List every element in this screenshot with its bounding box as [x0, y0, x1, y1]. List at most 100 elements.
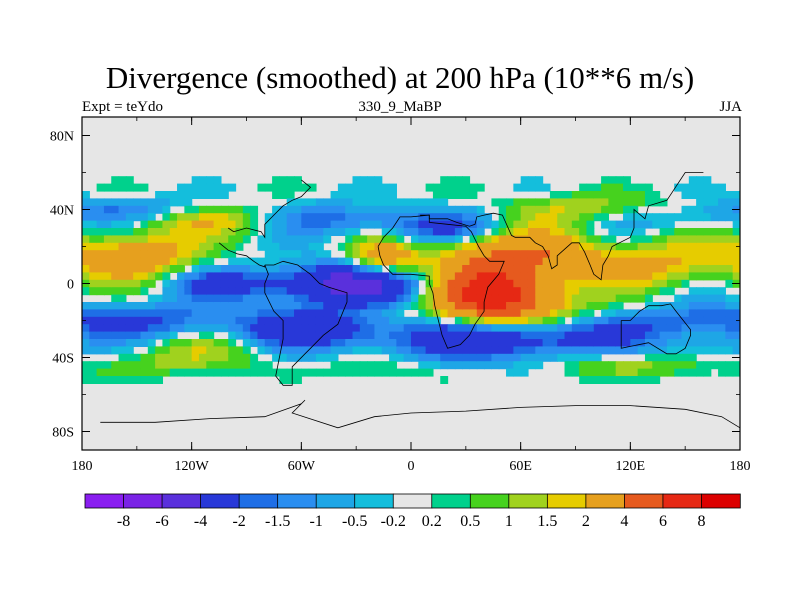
field-cell	[198, 316, 207, 325]
field-cell	[147, 353, 156, 362]
field-cell	[294, 257, 302, 266]
field-cell	[718, 294, 726, 303]
field-cell	[652, 339, 661, 347]
field-cell	[527, 324, 536, 333]
field-cell	[666, 316, 675, 325]
field-cell	[601, 302, 609, 310]
field-cell	[272, 339, 280, 347]
field-cell	[491, 250, 500, 259]
field-cell	[330, 316, 339, 325]
field-cell	[330, 220, 339, 229]
field-cell	[462, 331, 471, 340]
field-cell	[103, 272, 112, 281]
field-cell	[294, 376, 302, 384]
field-cell	[140, 324, 149, 333]
field-cell	[82, 324, 90, 333]
field-cell	[330, 205, 339, 214]
field-cell	[513, 220, 522, 229]
field-cell	[301, 265, 310, 273]
field-cell	[198, 235, 207, 244]
field-cell	[579, 265, 588, 273]
field-cell	[732, 213, 740, 222]
field-cell	[484, 213, 493, 222]
field-cell	[513, 265, 522, 273]
field-cell	[118, 309, 127, 318]
field-cell	[381, 346, 390, 355]
field-cell	[389, 257, 397, 266]
field-cell	[213, 346, 222, 355]
field-cell	[264, 265, 273, 273]
field-cell	[703, 302, 712, 310]
field-cell	[637, 265, 646, 273]
field-cell	[155, 331, 164, 340]
field-cell	[513, 198, 522, 207]
field-cell	[82, 331, 90, 340]
field-cell	[272, 235, 280, 244]
field-cell	[564, 220, 573, 229]
y-tick-label: 0	[67, 278, 74, 293]
field-cell	[637, 257, 646, 266]
field-cell	[118, 316, 127, 325]
field-cell	[579, 302, 588, 310]
field-cell	[411, 302, 419, 310]
field-cell	[89, 361, 98, 370]
field-cell	[96, 361, 105, 370]
field-cell	[586, 191, 595, 199]
field-cell	[564, 205, 573, 214]
field-cell	[82, 198, 90, 207]
field-cell	[615, 346, 624, 355]
field-cell	[703, 242, 712, 251]
field-cell	[440, 176, 449, 185]
field-cell	[352, 287, 361, 296]
field-cell	[242, 346, 251, 355]
field-cell	[198, 294, 207, 303]
field-cell	[155, 324, 164, 333]
field-cell	[330, 294, 339, 303]
field-cell	[601, 250, 609, 259]
field-cell	[674, 257, 683, 266]
field-cell	[484, 250, 493, 259]
field-cell	[615, 205, 624, 214]
field-cell	[308, 346, 317, 355]
field-cell	[381, 309, 390, 318]
field-cell	[462, 294, 471, 303]
field-cell	[469, 265, 478, 273]
field-cell	[527, 287, 536, 296]
field-cell	[710, 198, 719, 207]
field-cell	[681, 361, 690, 370]
field-cell	[191, 257, 200, 266]
field-cell	[542, 250, 551, 259]
field-cell	[315, 235, 324, 244]
field-cell	[337, 294, 346, 303]
field-cell	[535, 265, 544, 273]
field-cell	[359, 279, 368, 288]
field-cell	[345, 331, 354, 340]
field-cell	[732, 272, 740, 281]
field-cell	[710, 213, 719, 222]
field-cell	[506, 250, 514, 259]
field-cell	[681, 235, 690, 244]
field-cell	[484, 235, 493, 244]
field-cell	[286, 250, 295, 259]
field-cell	[637, 287, 646, 296]
field-cell	[527, 198, 536, 207]
colorbar-swatch	[701, 493, 741, 509]
field-cell	[294, 198, 302, 207]
field-cell	[674, 242, 683, 251]
field-cell	[103, 183, 112, 192]
field-cell	[396, 294, 405, 303]
field-cell	[294, 235, 302, 244]
field-cell	[264, 235, 273, 244]
field-cell	[308, 309, 317, 318]
field-cell	[579, 353, 588, 362]
field-cell	[286, 220, 295, 229]
field-cell	[103, 257, 112, 266]
field-cell	[506, 272, 514, 281]
field-cell	[213, 235, 222, 244]
field-cell	[696, 331, 705, 340]
field-cell	[279, 309, 288, 318]
field-cell	[206, 287, 215, 296]
field-cell	[623, 250, 631, 259]
field-cell	[527, 205, 536, 214]
field-cell	[652, 376, 661, 384]
